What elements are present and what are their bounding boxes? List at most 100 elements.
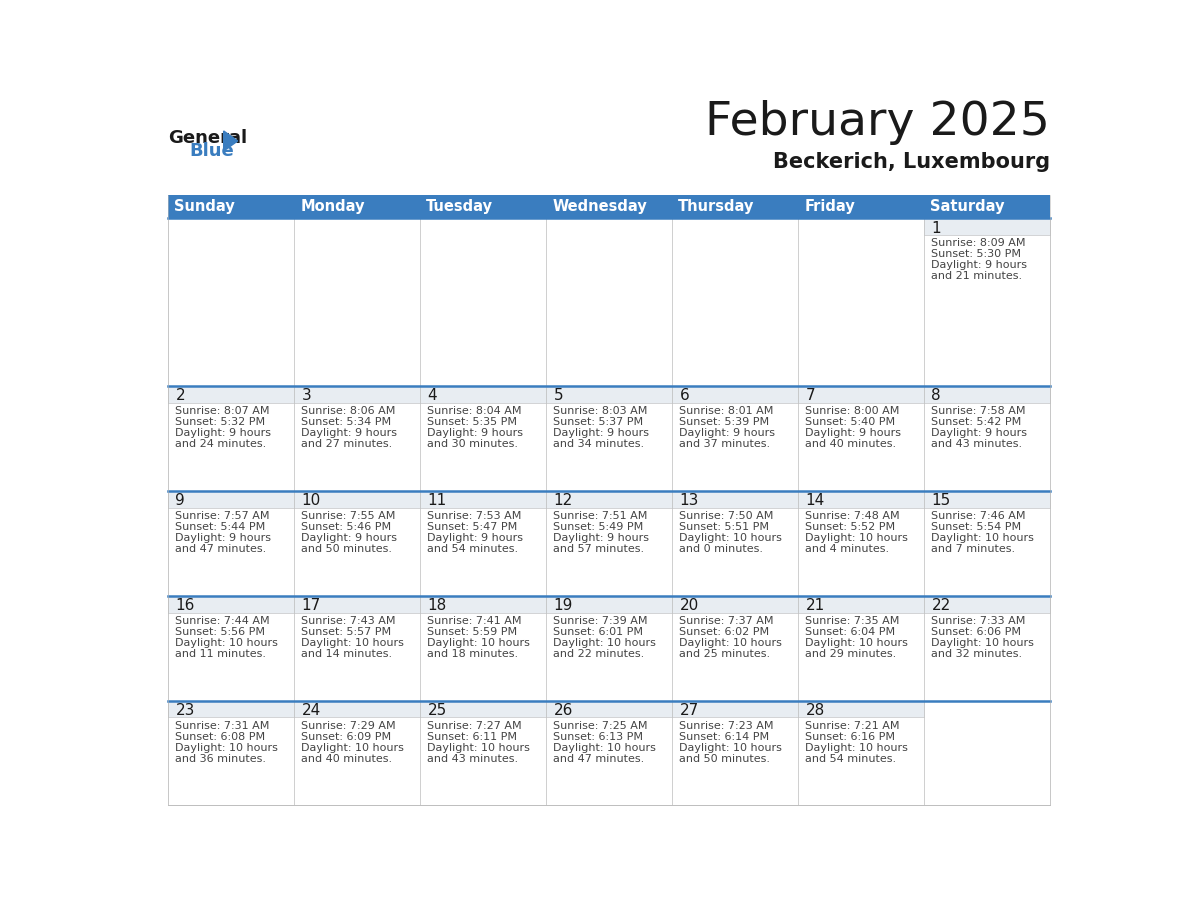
Text: 13: 13: [680, 493, 699, 509]
Text: Sunrise: 7:44 AM: Sunrise: 7:44 AM: [176, 616, 270, 626]
FancyBboxPatch shape: [419, 700, 545, 805]
FancyBboxPatch shape: [672, 596, 798, 612]
Text: 24: 24: [302, 703, 321, 718]
FancyBboxPatch shape: [545, 386, 672, 491]
Text: 21: 21: [805, 599, 824, 613]
FancyBboxPatch shape: [545, 700, 672, 718]
Text: Sunrise: 8:01 AM: Sunrise: 8:01 AM: [680, 406, 773, 416]
Text: Sunrise: 7:55 AM: Sunrise: 7:55 AM: [302, 510, 396, 521]
FancyBboxPatch shape: [419, 218, 545, 386]
Text: 17: 17: [302, 599, 321, 613]
Text: and 47 minutes.: and 47 minutes.: [554, 754, 645, 764]
Text: and 32 minutes.: and 32 minutes.: [931, 649, 1023, 659]
Text: 27: 27: [680, 703, 699, 718]
Text: Sunset: 5:51 PM: Sunset: 5:51 PM: [680, 522, 770, 532]
FancyBboxPatch shape: [419, 491, 545, 596]
Text: and 7 minutes.: and 7 minutes.: [931, 544, 1016, 554]
Text: Sunrise: 7:39 AM: Sunrise: 7:39 AM: [554, 616, 647, 626]
FancyBboxPatch shape: [924, 596, 1050, 700]
Text: Sunrise: 8:00 AM: Sunrise: 8:00 AM: [805, 406, 899, 416]
FancyBboxPatch shape: [168, 386, 293, 491]
Text: Daylight: 10 hours: Daylight: 10 hours: [931, 638, 1035, 648]
Text: Daylight: 10 hours: Daylight: 10 hours: [302, 638, 404, 648]
Text: 10: 10: [302, 493, 321, 509]
Text: and 18 minutes.: and 18 minutes.: [428, 649, 518, 659]
FancyBboxPatch shape: [419, 596, 545, 612]
Text: Sunset: 5:40 PM: Sunset: 5:40 PM: [805, 417, 896, 427]
Text: Daylight: 10 hours: Daylight: 10 hours: [554, 743, 656, 753]
FancyBboxPatch shape: [168, 491, 293, 596]
Text: Daylight: 9 hours: Daylight: 9 hours: [931, 261, 1028, 270]
Text: Sunset: 6:13 PM: Sunset: 6:13 PM: [554, 732, 644, 742]
Text: Sunset: 6:02 PM: Sunset: 6:02 PM: [680, 627, 770, 637]
Text: 12: 12: [554, 493, 573, 509]
Text: Saturday: Saturday: [930, 199, 1005, 214]
Text: Sunrise: 7:37 AM: Sunrise: 7:37 AM: [680, 616, 773, 626]
FancyBboxPatch shape: [293, 700, 419, 805]
FancyBboxPatch shape: [545, 596, 672, 700]
Text: Sunrise: 7:43 AM: Sunrise: 7:43 AM: [302, 616, 396, 626]
Text: Sunset: 6:09 PM: Sunset: 6:09 PM: [302, 732, 392, 742]
FancyBboxPatch shape: [545, 491, 672, 508]
Text: Sunset: 5:30 PM: Sunset: 5:30 PM: [931, 249, 1022, 259]
Text: and 50 minutes.: and 50 minutes.: [302, 544, 392, 554]
Text: Daylight: 10 hours: Daylight: 10 hours: [302, 743, 404, 753]
Text: February 2025: February 2025: [704, 100, 1050, 145]
FancyBboxPatch shape: [798, 386, 924, 491]
Text: Daylight: 10 hours: Daylight: 10 hours: [176, 638, 278, 648]
Text: Sunrise: 7:23 AM: Sunrise: 7:23 AM: [680, 721, 773, 731]
FancyBboxPatch shape: [168, 700, 293, 718]
Text: Daylight: 9 hours: Daylight: 9 hours: [428, 533, 524, 543]
Text: 18: 18: [428, 599, 447, 613]
Text: and 47 minutes.: and 47 minutes.: [176, 544, 266, 554]
Text: 14: 14: [805, 493, 824, 509]
FancyBboxPatch shape: [672, 491, 798, 508]
Text: and 25 minutes.: and 25 minutes.: [680, 649, 771, 659]
Text: and 21 minutes.: and 21 minutes.: [931, 272, 1023, 282]
Text: Sunrise: 7:35 AM: Sunrise: 7:35 AM: [805, 616, 899, 626]
Text: Daylight: 10 hours: Daylight: 10 hours: [931, 533, 1035, 543]
Text: Sunset: 5:32 PM: Sunset: 5:32 PM: [176, 417, 266, 427]
FancyBboxPatch shape: [293, 386, 419, 403]
Text: Sunset: 6:11 PM: Sunset: 6:11 PM: [428, 732, 518, 742]
Text: Sunset: 5:47 PM: Sunset: 5:47 PM: [428, 522, 518, 532]
Text: Sunrise: 7:50 AM: Sunrise: 7:50 AM: [680, 510, 773, 521]
Text: 8: 8: [931, 388, 941, 403]
FancyBboxPatch shape: [168, 195, 1050, 218]
Text: Sunset: 5:59 PM: Sunset: 5:59 PM: [428, 627, 518, 637]
Text: Sunset: 5:49 PM: Sunset: 5:49 PM: [554, 522, 644, 532]
Text: Daylight: 9 hours: Daylight: 9 hours: [554, 533, 650, 543]
FancyBboxPatch shape: [293, 491, 419, 508]
Text: 2: 2: [176, 388, 185, 403]
Text: Sunrise: 7:21 AM: Sunrise: 7:21 AM: [805, 721, 899, 731]
FancyBboxPatch shape: [924, 218, 1050, 235]
FancyBboxPatch shape: [293, 386, 419, 491]
FancyBboxPatch shape: [798, 596, 924, 612]
Text: and 57 minutes.: and 57 minutes.: [554, 544, 645, 554]
Text: and 50 minutes.: and 50 minutes.: [680, 754, 770, 764]
Text: and 11 minutes.: and 11 minutes.: [176, 649, 266, 659]
Text: Sunset: 5:56 PM: Sunset: 5:56 PM: [176, 627, 265, 637]
FancyBboxPatch shape: [293, 218, 419, 386]
FancyBboxPatch shape: [798, 700, 924, 718]
Text: 9: 9: [176, 493, 185, 509]
Text: Daylight: 9 hours: Daylight: 9 hours: [302, 428, 398, 438]
Text: Daylight: 9 hours: Daylight: 9 hours: [805, 428, 902, 438]
FancyBboxPatch shape: [419, 596, 545, 700]
FancyBboxPatch shape: [798, 386, 924, 403]
FancyBboxPatch shape: [672, 700, 798, 805]
Text: Sunset: 6:01 PM: Sunset: 6:01 PM: [554, 627, 644, 637]
Text: Daylight: 9 hours: Daylight: 9 hours: [176, 428, 271, 438]
Text: 22: 22: [931, 599, 950, 613]
Text: Sunrise: 8:04 AM: Sunrise: 8:04 AM: [428, 406, 522, 416]
Text: and 14 minutes.: and 14 minutes.: [302, 649, 392, 659]
Text: Sunset: 5:57 PM: Sunset: 5:57 PM: [302, 627, 392, 637]
Text: Sunrise: 7:58 AM: Sunrise: 7:58 AM: [931, 406, 1026, 416]
FancyBboxPatch shape: [798, 596, 924, 700]
FancyBboxPatch shape: [672, 700, 798, 718]
FancyBboxPatch shape: [168, 596, 293, 700]
Text: Sunrise: 8:06 AM: Sunrise: 8:06 AM: [302, 406, 396, 416]
Text: Sunset: 5:35 PM: Sunset: 5:35 PM: [428, 417, 518, 427]
Text: Daylight: 10 hours: Daylight: 10 hours: [805, 743, 909, 753]
Text: and 29 minutes.: and 29 minutes.: [805, 649, 897, 659]
